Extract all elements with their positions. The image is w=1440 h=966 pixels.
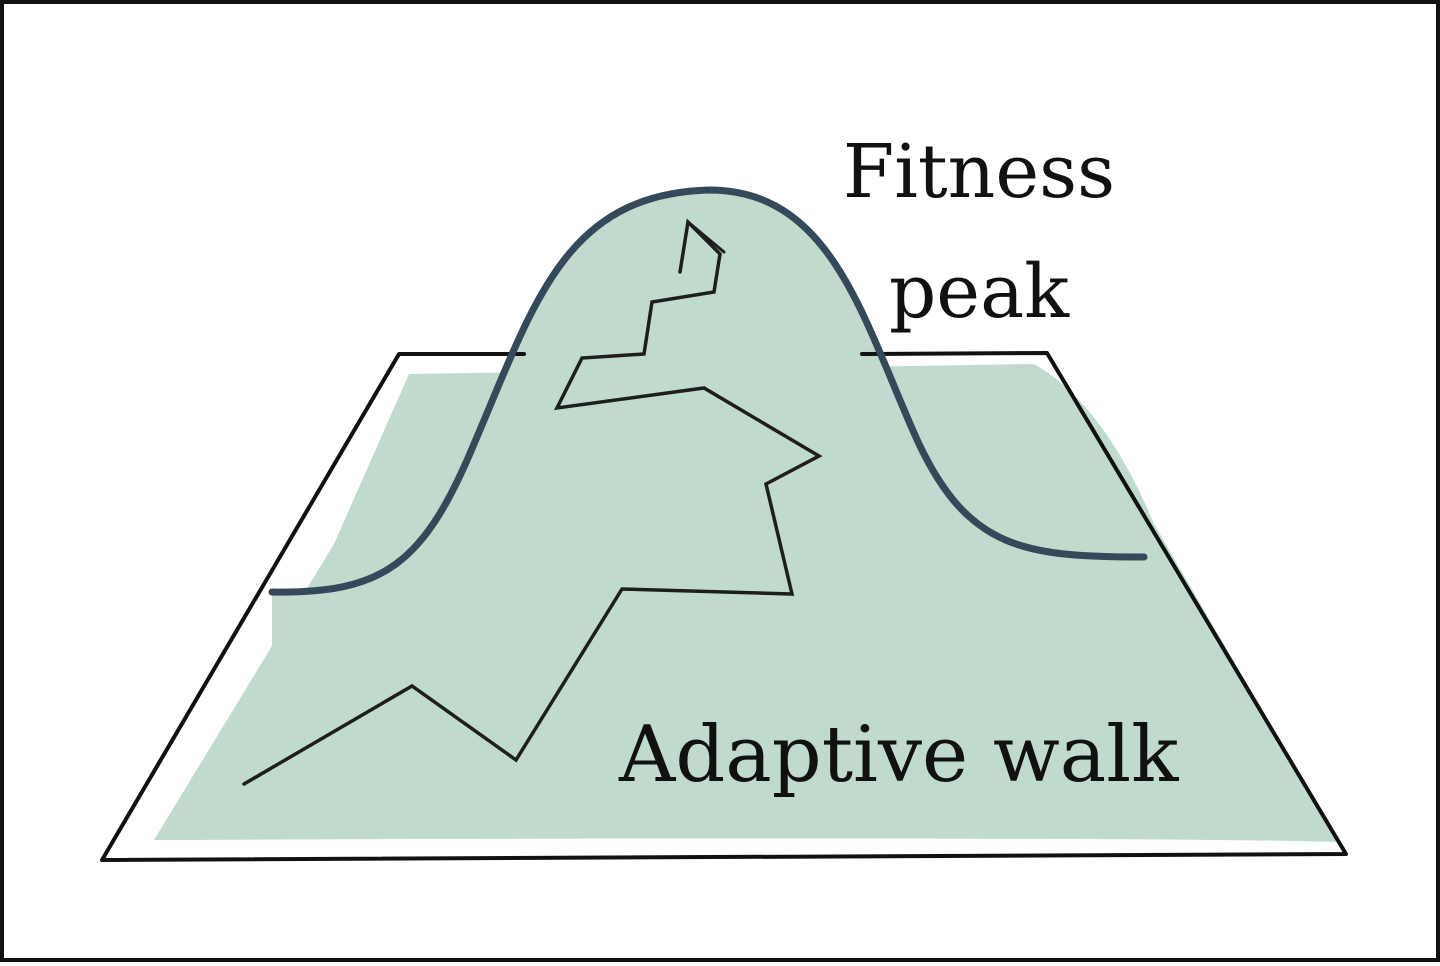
fitness-peak-label: Fitness peak bbox=[824, 112, 1134, 352]
adaptive-walk-path bbox=[242, 218, 823, 786]
fitness-landscape-illustration bbox=[100, 186, 1348, 862]
fitness-peak-label-line1: Fitness bbox=[842, 129, 1116, 215]
peak-hill-fill bbox=[272, 190, 1144, 704]
adaptive-walk-label: Adaptive walk bbox=[619, 710, 1179, 800]
landscape-plane-outline bbox=[100, 351, 1348, 862]
walk-arrowhead bbox=[686, 220, 726, 254]
fitness-peak-label-line2: peak bbox=[888, 249, 1070, 335]
fitness-peak-curve bbox=[268, 186, 1148, 596]
